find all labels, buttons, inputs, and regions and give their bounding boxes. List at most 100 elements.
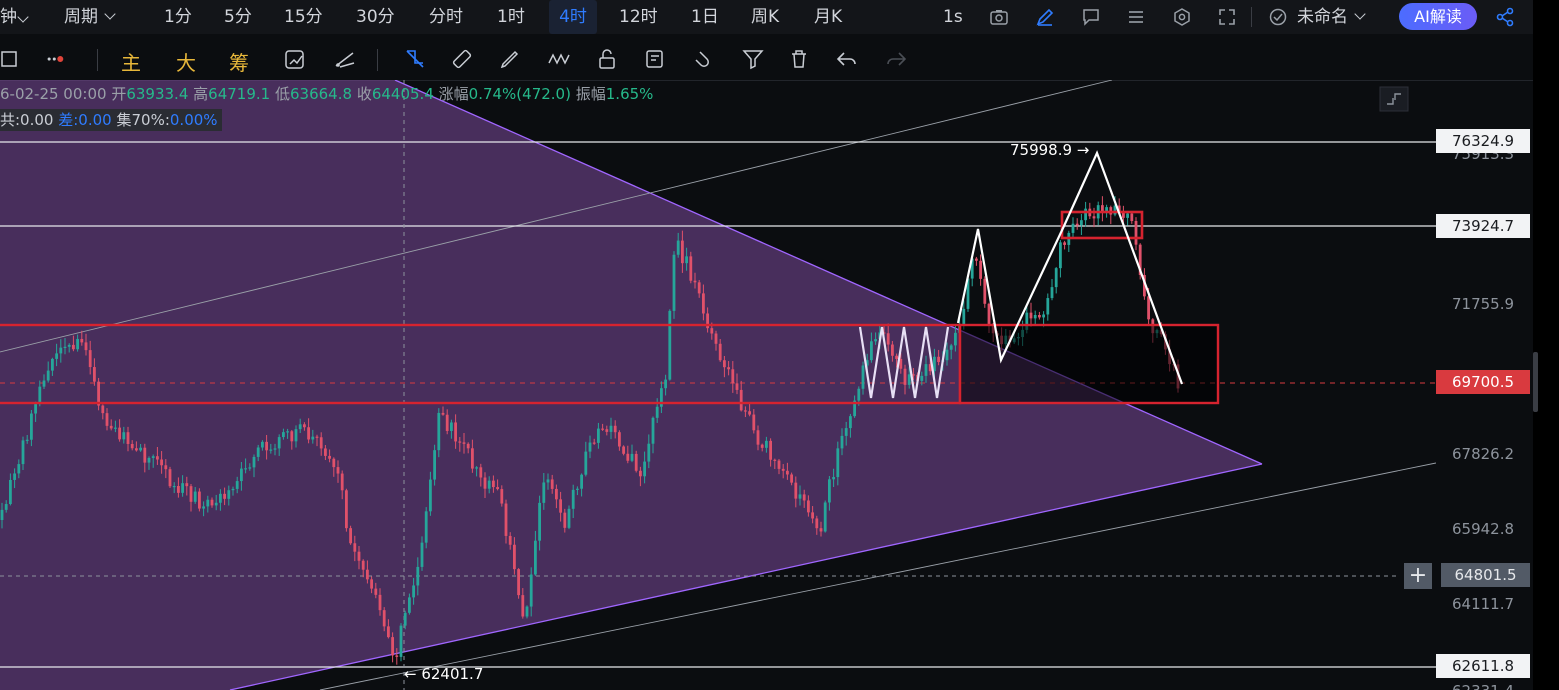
candle-body [51,358,54,371]
candle-body [357,551,361,561]
candle-body [445,414,449,431]
tf-12h[interactable]: 12时 [619,7,658,27]
candle-body [907,374,911,385]
candle-body [496,487,499,490]
candle-body [844,428,848,436]
candle-body [949,345,953,350]
candle-body [25,439,29,441]
tool-big[interactable]: 大 [176,51,196,75]
ohlc-date: 6-02-25 00:00 [0,85,107,103]
candle-body [773,459,777,461]
list-icon[interactable] [1126,7,1146,27]
redraw-icon[interactable] [283,47,307,71]
note-icon[interactable] [643,47,667,71]
comment-icon[interactable] [1081,7,1101,27]
candle-body [542,482,546,503]
tf-5m[interactable]: 5分 [224,7,252,27]
candle-body [17,464,21,474]
tf-4h[interactable]: 4时 [549,0,597,34]
candle-body [21,440,25,465]
redo-icon[interactable] [884,47,908,71]
candle-body [240,468,243,482]
target-zone-box [958,323,1220,405]
ai-analyze-button[interactable]: AI解读 [1399,3,1477,30]
ind-conc-label: 集70%: [116,111,170,129]
candle-body [210,499,214,506]
tf-intraday[interactable]: 分时 [429,7,463,27]
magnet-icon[interactable] [691,47,715,71]
candle-body [639,470,642,477]
candle-body [689,256,693,281]
open-label: 开 [111,85,127,103]
candle-body [651,417,655,444]
brush-icon[interactable] [498,47,522,71]
tf-1d[interactable]: 1日 [691,7,719,27]
divider [0,80,1533,81]
candle-body [693,280,697,283]
filter-icon[interactable] [741,47,765,71]
candle-body [643,461,646,477]
settings-icon[interactable] [1172,7,1192,27]
share-icon[interactable] [1495,7,1515,27]
current-price-label: 69700.5 [1436,370,1530,394]
candle-body [248,467,252,469]
candle-body [80,338,84,343]
tool-main[interactable]: 主 [121,51,141,75]
candle-body [630,453,634,461]
ind-total: 共:0.00 [0,111,54,129]
interval-1s[interactable]: 1s [943,7,963,27]
fullscreen-icon[interactable] [1217,7,1237,27]
trash-icon[interactable] [787,47,811,71]
price-label-box: 76324.9 [1436,129,1530,153]
trend-line-icon[interactable] [403,47,427,71]
pattern-icon[interactable] [547,47,571,71]
scrollbar-handle[interactable] [1533,352,1538,412]
tf-1m[interactable]: 1分 [164,7,192,27]
candle-body [139,447,142,451]
candle-body [739,389,743,411]
tf-week[interactable]: 周K [751,7,780,27]
dots-icon[interactable] [44,47,68,71]
tf-15m[interactable]: 15分 [284,7,323,27]
candle-body [1138,244,1142,275]
ind-conc: 0.00% [169,111,218,129]
add-alert-icon[interactable]: + [1404,563,1432,589]
candle-body [429,479,432,512]
symbol-cut-label[interactable]: 钟 [0,7,17,27]
candle-body [760,444,764,448]
undo-icon[interactable] [835,47,859,71]
rect-icon[interactable] [0,47,24,71]
tf-30m[interactable]: 30分 [356,7,395,27]
candle-body [634,453,638,471]
price-label-box: 62611.8 [1436,654,1530,678]
candle-body [912,374,915,376]
tf-month[interactable]: 月K [814,7,843,27]
tool-chip[interactable]: 筹 [229,51,249,75]
candle-body [206,499,210,507]
layout-name-dropdown[interactable]: 未命名 [1297,0,1366,34]
camera-icon[interactable] [989,7,1009,27]
expand-icon[interactable] [1379,86,1409,112]
candle-body [815,518,819,529]
candlestick-chart[interactable] [0,80,1436,690]
tf-1h[interactable]: 1时 [497,7,525,27]
lock-icon[interactable] [595,47,619,71]
candle-body [756,430,760,445]
candle-body [521,595,525,617]
candle-body [987,303,991,325]
candle-body [441,412,445,415]
candle-body [282,432,285,438]
candle-body [97,381,100,406]
measure-icon[interactable] [333,47,357,71]
open-value: 63933.4 [126,85,189,103]
candle-body [777,460,781,469]
period-dropdown[interactable]: 周期 [64,0,116,34]
ruler-icon[interactable] [450,47,474,71]
candle-body [613,425,617,433]
candle-body [744,410,747,412]
cloud-check-icon[interactable] [1268,7,1288,27]
pencil-icon[interactable] [1035,7,1055,27]
price-label: 64111.7 [1451,595,1515,613]
candle-body [1059,242,1062,269]
candle-body [1050,287,1054,299]
